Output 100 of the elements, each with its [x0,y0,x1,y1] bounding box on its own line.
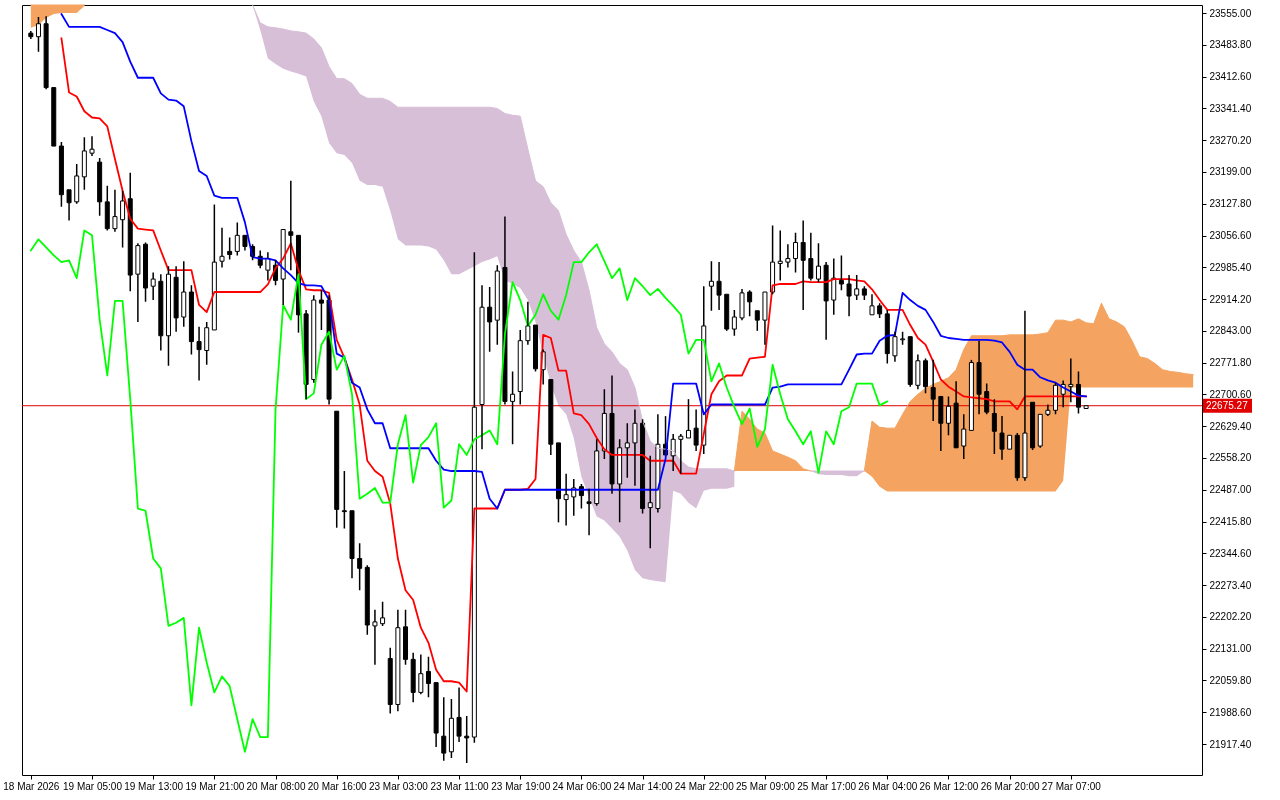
candlestick [563,472,569,527]
candlestick [288,180,294,271]
candlestick [89,135,95,157]
candlestick [555,442,561,524]
candlestick [112,189,118,233]
y-tick-label: 21917.40 [1209,738,1252,750]
x-tick-label: 19 Mar 21:00 [185,780,245,792]
candlestick [425,655,431,699]
candlestick [357,542,363,591]
candlestick [815,242,821,283]
candlestick [1068,357,1074,404]
candlestick [693,408,699,452]
candlestick [418,653,424,695]
candlestick [846,274,852,317]
candlestick [1037,413,1043,449]
candlestick [930,359,936,422]
candlestick [204,321,210,366]
y-tick-label: 23199.00 [1209,166,1252,178]
y-tick-label: 23412.60 [1209,71,1252,83]
y-tick-label: 22344.60 [1209,547,1252,559]
candlestick [854,274,860,301]
x-tick-label: 25 Mar 17:00 [797,780,857,792]
y-tick-label: 22487.00 [1209,484,1252,496]
candlestick [387,647,393,715]
candlestick [1075,370,1081,415]
y-tick-label: 22202.20 [1209,611,1252,623]
candlestick [219,226,225,269]
x-tick-label: 25 Mar 09:00 [735,780,796,792]
candlestick [823,261,829,341]
candlestick [938,395,944,452]
candlestick [716,261,722,311]
y-tick-label: 23483.80 [1209,39,1252,51]
y-tick-label: 22843.00 [1209,325,1252,337]
candlestick [242,234,248,252]
candlestick [318,289,324,331]
candlestick [135,242,141,323]
y-tick-label: 22629.40 [1209,420,1252,432]
y-tick-label: 23270.20 [1209,134,1252,146]
y-tick-label: 21988.60 [1209,706,1252,718]
y-tick-label: 23056.60 [1209,230,1252,242]
candlestick [647,455,653,549]
candlestick [471,251,477,744]
y-tick-label: 22985.40 [1209,261,1252,273]
candlestick [395,609,401,712]
candlestick [548,379,554,456]
candlestick [800,219,806,311]
candlestick [785,243,791,269]
x-tick-label: 23 Mar 19:00 [491,780,551,792]
candlestick [999,415,1005,461]
candlestick [617,438,623,524]
candlestick [479,284,485,450]
y-tick-label: 22914.20 [1209,293,1252,305]
candlestick [188,284,194,356]
line-series [60,13,1088,510]
candlestick [181,260,187,328]
candlestick [609,374,615,495]
candlestick [510,370,516,445]
candlestick [907,336,913,388]
x-tick-label: 27 Mar 07:00 [1041,780,1102,792]
candlestick [227,236,233,261]
candlestick [448,698,454,759]
candlestick [433,682,439,748]
candlestick [158,273,164,352]
candlestick [991,398,997,455]
candlestick [915,353,921,391]
y-tick-label: 22771.80 [1209,357,1252,369]
line-series [29,229,889,753]
candlestick [586,488,592,537]
candlestick [441,696,447,762]
candlestick [678,433,684,475]
x-tick-label: 24 Mar 22:00 [674,780,735,792]
candlestick [739,288,745,321]
ref-line-label: 22675.27 [1206,399,1249,411]
x-tick-label: 23 Mar 11:00 [430,780,490,792]
x-tick-label: 26 Mar 20:00 [980,780,1041,792]
y-tick-label: 22059.80 [1209,674,1252,686]
candlestick [410,651,416,703]
x-tick-label: 20 Mar 16:00 [307,780,368,792]
y-tick-label: 22273.40 [1209,579,1252,591]
candlestick [632,408,638,487]
candlestick [150,271,156,301]
candlestick [120,189,126,249]
y-tick-label: 22415.80 [1209,516,1252,528]
candlestick [196,326,202,382]
candlestick [380,601,386,627]
x-tick-label: 19 Mar 05:00 [63,780,123,792]
x-tick-label: 26 Mar 12:00 [919,780,979,792]
candlestick [770,224,776,295]
candlestick [43,15,49,91]
candlestick [708,260,714,312]
candlestick [66,189,72,222]
candlestick [487,286,493,353]
candlestick [173,265,179,333]
candlestick [1045,403,1051,417]
x-tick-label: 24 Mar 14:00 [613,780,673,792]
candlestick [517,329,523,406]
candlestick [464,715,470,764]
x-tick-label: 23 Mar 03:00 [368,780,429,792]
candlestick [976,339,982,416]
candlestick [793,231,799,274]
